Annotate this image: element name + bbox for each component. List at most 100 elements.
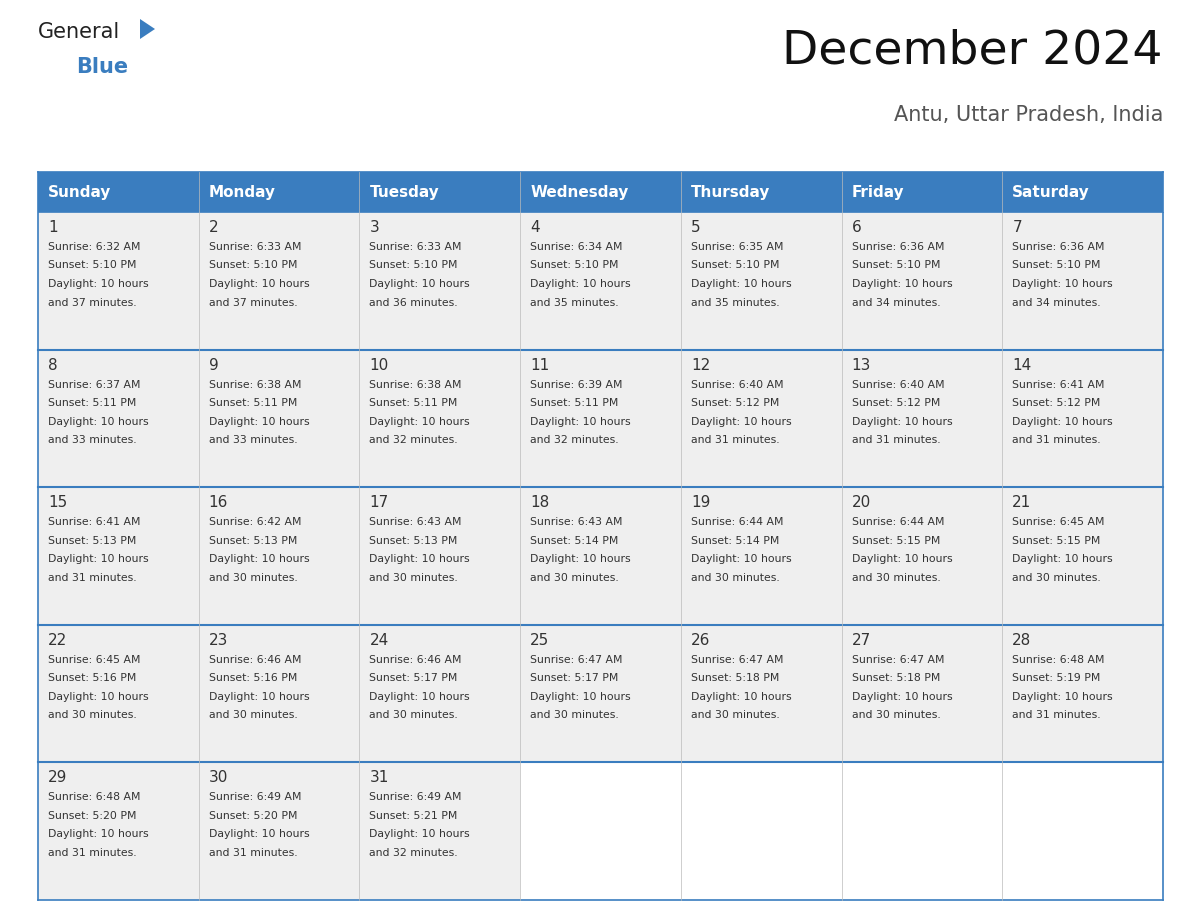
Text: Sunrise: 6:33 AM: Sunrise: 6:33 AM	[369, 242, 462, 252]
Text: Sunday: Sunday	[48, 185, 112, 199]
Text: 8: 8	[48, 358, 58, 373]
Text: and 30 minutes.: and 30 minutes.	[530, 573, 619, 583]
Text: and 34 minutes.: and 34 minutes.	[852, 297, 940, 308]
Text: Sunset: 5:10 PM: Sunset: 5:10 PM	[48, 261, 137, 271]
Text: Sunrise: 6:47 AM: Sunrise: 6:47 AM	[530, 655, 623, 665]
Text: Daylight: 10 hours: Daylight: 10 hours	[691, 554, 791, 565]
Text: 22: 22	[48, 633, 68, 648]
Text: Sunrise: 6:45 AM: Sunrise: 6:45 AM	[48, 655, 140, 665]
Text: Daylight: 10 hours: Daylight: 10 hours	[209, 554, 309, 565]
Bar	[38, 487, 1163, 625]
Text: Daylight: 10 hours: Daylight: 10 hours	[530, 279, 631, 289]
Text: and 30 minutes.: and 30 minutes.	[530, 711, 619, 721]
Bar	[520, 763, 681, 900]
Text: Wednesday: Wednesday	[530, 185, 628, 199]
Bar	[38, 350, 1163, 487]
Bar	[38, 625, 1163, 763]
Text: Sunset: 5:18 PM: Sunset: 5:18 PM	[691, 673, 779, 683]
Text: Daylight: 10 hours: Daylight: 10 hours	[209, 692, 309, 701]
Text: Daylight: 10 hours: Daylight: 10 hours	[369, 554, 470, 565]
Text: Daylight: 10 hours: Daylight: 10 hours	[852, 279, 953, 289]
Text: 4: 4	[530, 220, 539, 235]
Text: 16: 16	[209, 495, 228, 510]
Text: Sunset: 5:10 PM: Sunset: 5:10 PM	[852, 261, 940, 271]
Text: 10: 10	[369, 358, 388, 373]
Text: Daylight: 10 hours: Daylight: 10 hours	[1012, 692, 1113, 701]
Text: Sunrise: 6:33 AM: Sunrise: 6:33 AM	[209, 242, 302, 252]
Text: 28: 28	[1012, 633, 1031, 648]
Text: Sunrise: 6:32 AM: Sunrise: 6:32 AM	[48, 242, 140, 252]
Text: Sunset: 5:10 PM: Sunset: 5:10 PM	[1012, 261, 1101, 271]
Text: and 31 minutes.: and 31 minutes.	[48, 848, 137, 858]
Text: Daylight: 10 hours: Daylight: 10 hours	[691, 279, 791, 289]
Text: Daylight: 10 hours: Daylight: 10 hours	[209, 279, 309, 289]
Text: Sunrise: 6:38 AM: Sunrise: 6:38 AM	[209, 380, 302, 389]
Text: Tuesday: Tuesday	[369, 185, 440, 199]
Text: 25: 25	[530, 633, 549, 648]
Text: 30: 30	[209, 770, 228, 786]
Text: 17: 17	[369, 495, 388, 510]
Text: and 35 minutes.: and 35 minutes.	[691, 297, 779, 308]
Text: and 30 minutes.: and 30 minutes.	[209, 573, 297, 583]
Text: Daylight: 10 hours: Daylight: 10 hours	[369, 417, 470, 427]
Text: Sunrise: 6:48 AM: Sunrise: 6:48 AM	[1012, 655, 1105, 665]
Text: and 30 minutes.: and 30 minutes.	[369, 711, 459, 721]
Text: 3: 3	[369, 220, 379, 235]
Text: Sunrise: 6:43 AM: Sunrise: 6:43 AM	[369, 517, 462, 527]
Text: Sunset: 5:10 PM: Sunset: 5:10 PM	[691, 261, 779, 271]
Bar	[38, 763, 1163, 900]
Text: Daylight: 10 hours: Daylight: 10 hours	[48, 279, 148, 289]
Text: and 30 minutes.: and 30 minutes.	[691, 573, 779, 583]
Text: and 30 minutes.: and 30 minutes.	[1012, 573, 1101, 583]
Text: Blue: Blue	[76, 57, 128, 77]
Text: Daylight: 10 hours: Daylight: 10 hours	[852, 554, 953, 565]
Text: Daylight: 10 hours: Daylight: 10 hours	[209, 417, 309, 427]
Text: 24: 24	[369, 633, 388, 648]
Text: Daylight: 10 hours: Daylight: 10 hours	[369, 692, 470, 701]
Text: Sunset: 5:11 PM: Sunset: 5:11 PM	[48, 398, 137, 409]
Text: 12: 12	[691, 358, 710, 373]
Text: 2: 2	[209, 220, 219, 235]
Text: Daylight: 10 hours: Daylight: 10 hours	[1012, 417, 1113, 427]
Text: 18: 18	[530, 495, 549, 510]
Text: Sunrise: 6:37 AM: Sunrise: 6:37 AM	[48, 380, 140, 389]
Text: Daylight: 10 hours: Daylight: 10 hours	[48, 554, 148, 565]
Text: Sunrise: 6:36 AM: Sunrise: 6:36 AM	[852, 242, 944, 252]
Text: Sunset: 5:10 PM: Sunset: 5:10 PM	[209, 261, 297, 271]
Text: and 30 minutes.: and 30 minutes.	[852, 711, 941, 721]
Bar	[38, 212, 1163, 350]
Text: Sunrise: 6:39 AM: Sunrise: 6:39 AM	[530, 380, 623, 389]
Text: 21: 21	[1012, 495, 1031, 510]
Text: and 37 minutes.: and 37 minutes.	[209, 297, 297, 308]
Text: Daylight: 10 hours: Daylight: 10 hours	[1012, 279, 1113, 289]
Text: and 32 minutes.: and 32 minutes.	[530, 435, 619, 445]
Text: Sunrise: 6:44 AM: Sunrise: 6:44 AM	[691, 517, 783, 527]
Text: and 30 minutes.: and 30 minutes.	[209, 711, 297, 721]
Text: Sunset: 5:13 PM: Sunset: 5:13 PM	[209, 536, 297, 545]
Polygon shape	[140, 19, 154, 39]
Text: Daylight: 10 hours: Daylight: 10 hours	[369, 829, 470, 839]
Text: and 31 minutes.: and 31 minutes.	[852, 435, 940, 445]
Text: Sunset: 5:11 PM: Sunset: 5:11 PM	[369, 398, 457, 409]
Text: 14: 14	[1012, 358, 1031, 373]
Text: Daylight: 10 hours: Daylight: 10 hours	[530, 417, 631, 427]
Text: Sunrise: 6:42 AM: Sunrise: 6:42 AM	[209, 517, 302, 527]
Text: Sunrise: 6:34 AM: Sunrise: 6:34 AM	[530, 242, 623, 252]
Text: and 32 minutes.: and 32 minutes.	[369, 848, 459, 858]
Text: Sunset: 5:21 PM: Sunset: 5:21 PM	[369, 811, 457, 821]
Text: Sunset: 5:20 PM: Sunset: 5:20 PM	[209, 811, 297, 821]
Text: Daylight: 10 hours: Daylight: 10 hours	[369, 279, 470, 289]
Text: Sunrise: 6:40 AM: Sunrise: 6:40 AM	[852, 380, 944, 389]
Text: Sunrise: 6:49 AM: Sunrise: 6:49 AM	[369, 792, 462, 802]
Text: Daylight: 10 hours: Daylight: 10 hours	[852, 692, 953, 701]
Text: and 31 minutes.: and 31 minutes.	[1012, 435, 1101, 445]
Text: Friday: Friday	[852, 185, 904, 199]
Text: 23: 23	[209, 633, 228, 648]
Text: 20: 20	[852, 495, 871, 510]
Text: and 31 minutes.: and 31 minutes.	[1012, 711, 1101, 721]
Text: Sunset: 5:13 PM: Sunset: 5:13 PM	[48, 536, 137, 545]
Text: and 30 minutes.: and 30 minutes.	[691, 711, 779, 721]
Text: and 31 minutes.: and 31 minutes.	[48, 573, 137, 583]
Text: and 30 minutes.: and 30 minutes.	[48, 711, 137, 721]
Text: Thursday: Thursday	[691, 185, 770, 199]
